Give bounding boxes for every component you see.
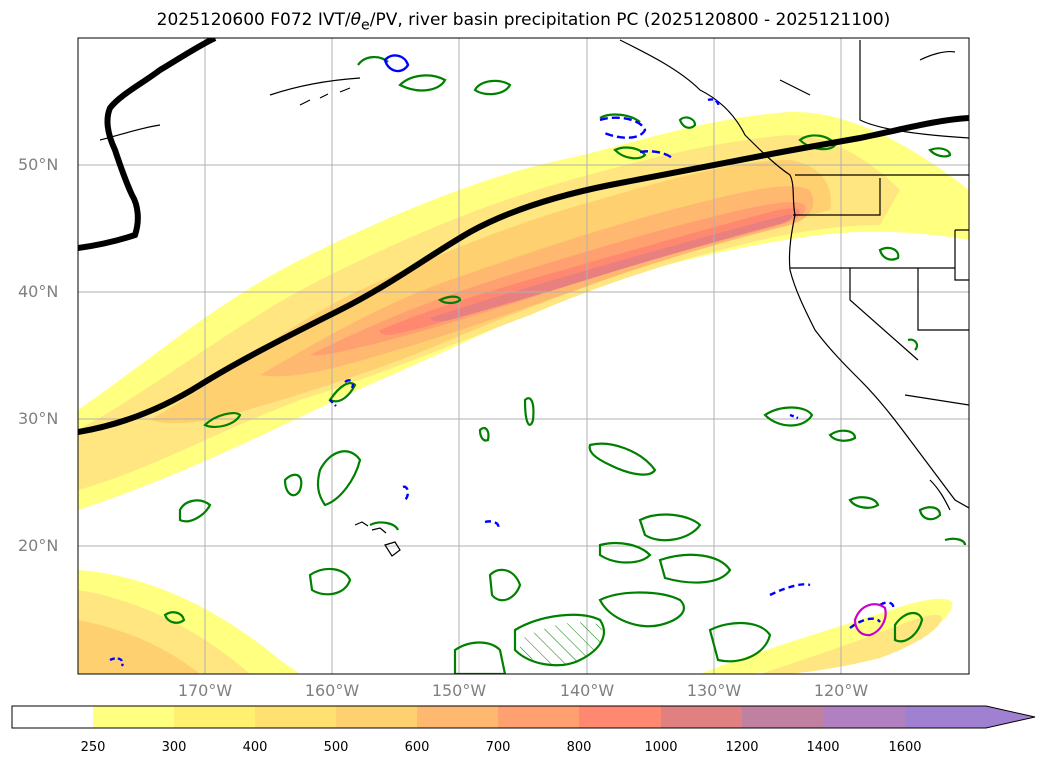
lon-label-140w: 140°W <box>559 681 615 700</box>
coastlines <box>99 39 969 511</box>
lat-label-40: 40°N <box>18 282 59 301</box>
colorbar-tick-1600: 1600 <box>888 740 922 755</box>
pv-boundary-line <box>78 115 969 435</box>
colorbar-tick-500: 500 <box>323 740 349 755</box>
colorbar-tick-250: 250 <box>80 740 106 755</box>
pv-hatched-region <box>520 622 603 667</box>
pv-boundary-line-north <box>78 38 217 251</box>
colorbar-tick-600: 600 <box>404 740 430 755</box>
ivt-atmospheric-river <box>78 111 969 511</box>
graticule <box>78 38 969 674</box>
lon-label-120w: 120°W <box>813 681 869 700</box>
lon-label-160w: 160°W <box>304 681 360 700</box>
lon-label-150w: 150°W <box>431 681 487 700</box>
lat-label-30: 30°N <box>18 409 59 428</box>
map-title: 2025120600 F072 IVT/θe/PV, river basin p… <box>156 10 891 34</box>
colorbar <box>11 705 1036 729</box>
colorbar-tick-1400: 1400 <box>806 740 840 755</box>
ivt-southern-band <box>78 570 953 674</box>
lon-label-130w: 130°W <box>686 681 742 700</box>
colorbar-tick-700: 700 <box>485 740 511 755</box>
lat-label-20: 20°N <box>18 536 59 555</box>
lat-label-50: 50°N <box>18 155 59 174</box>
colorbar-tick-1000: 1000 <box>644 740 678 755</box>
colorbar-tick-1200: 1200 <box>725 740 759 755</box>
theta-e-contours <box>109 54 895 667</box>
lon-label-170w: 170°W <box>177 681 233 700</box>
colorbar-tick-800: 800 <box>566 740 592 755</box>
colorbar-tick-300: 300 <box>161 740 187 755</box>
map-frame <box>77 37 970 675</box>
precip-contour <box>853 603 887 637</box>
colorbar-tick-400: 400 <box>242 740 268 755</box>
hawaii-islands <box>354 521 401 557</box>
pv-contours <box>163 56 967 674</box>
